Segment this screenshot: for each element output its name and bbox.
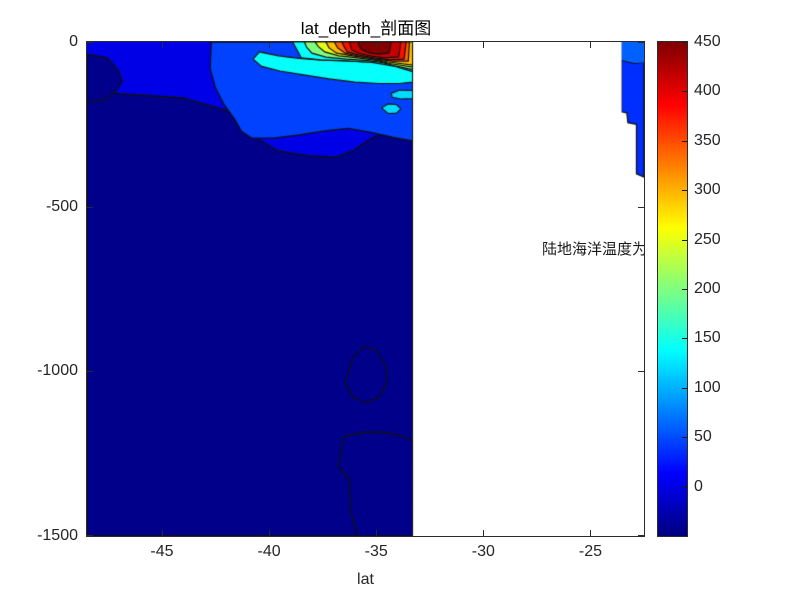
page-title: lat_depth_剖面图	[300, 19, 432, 38]
x-tick-label: -30	[471, 543, 495, 560]
colorbar-tick-mark	[682, 91, 687, 93]
colorbar-tick-label: 450	[694, 33, 721, 50]
x-tick-mark	[161, 530, 163, 536]
colorbar-tick-label: 350	[694, 131, 721, 149]
x-tick-mark	[269, 42, 271, 48]
x-tick-mark	[590, 42, 592, 48]
colorbar-tick-mark	[682, 140, 687, 142]
y-tick-mark	[638, 42, 644, 43]
y-tick-mark	[87, 371, 93, 373]
contour-plot-canvas	[87, 42, 644, 536]
colorbar-tick-mark	[682, 42, 687, 43]
x-tick-mark	[376, 42, 378, 48]
x-tick-mark	[483, 530, 485, 536]
x-tick-label: -35	[364, 543, 388, 560]
colorbar-tick-label: 150	[694, 329, 721, 347]
colorbar-tick-label: 400	[694, 82, 721, 100]
colorbar-tick-mark	[682, 387, 687, 389]
colorbar-tick-mark	[682, 338, 687, 340]
colorbar-tick-mark	[682, 437, 687, 439]
x-tick-label: -40	[257, 543, 281, 560]
y-tick-mark	[638, 535, 644, 536]
colorbar-tick-label: 100	[694, 378, 721, 396]
y-tick-label: 0	[69, 33, 78, 50]
y-tick-mark	[87, 535, 93, 536]
colorbar-tick-label: 300	[694, 181, 721, 199]
colorbar[interactable]	[657, 41, 688, 537]
y-tick-label: -1000	[37, 362, 78, 380]
colorbar-tick-mark	[682, 190, 687, 192]
x-tick-mark	[376, 530, 378, 536]
x-tick-mark	[590, 530, 592, 536]
y-tick-label: -1500	[37, 527, 78, 544]
y-tick-label: -500	[45, 197, 78, 215]
colorbar-tick-label: 0	[694, 477, 703, 495]
x-tick-label: -45	[150, 543, 174, 560]
colorbar-tick-mark	[682, 239, 687, 241]
x-tick-label: -25	[578, 543, 602, 560]
y-tick-mark	[638, 206, 644, 208]
colorbar-tick-mark	[682, 486, 687, 488]
y-tick-mark	[87, 206, 93, 208]
colorbar-tick-mark	[682, 289, 687, 290]
colorbar-tick-label: 250	[694, 230, 721, 248]
colorbar-tick-label: 200	[694, 280, 721, 297]
x-tick-mark	[161, 42, 163, 48]
plot-axes[interactable]: 陆地海洋温度为NAN	[86, 41, 645, 537]
nan-annotation-text: 陆地海洋温度为NAN	[542, 241, 645, 258]
x-axis-label: lat	[357, 571, 374, 588]
y-tick-mark	[638, 371, 644, 373]
x-tick-mark	[269, 530, 271, 536]
y-tick-mark	[87, 42, 93, 43]
colorbar-tick-label: 50	[694, 428, 712, 446]
x-tick-mark	[483, 42, 485, 48]
